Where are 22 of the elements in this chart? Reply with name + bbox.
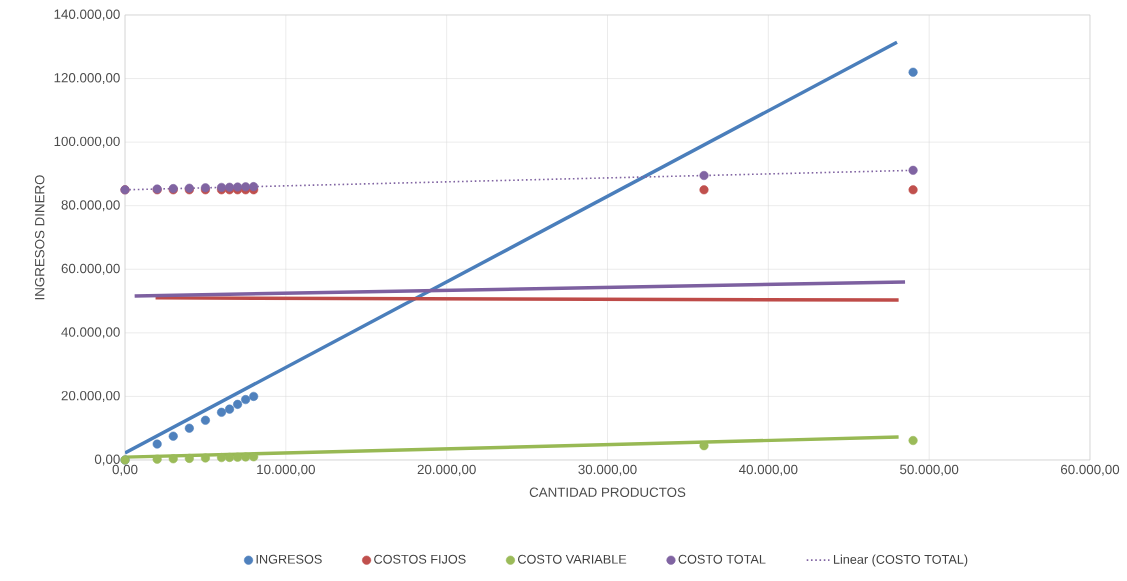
legend-label: COSTOS FIJOS [374, 554, 466, 564]
y-tick-label: 120.000,00 [54, 73, 120, 85]
x-tick-label: 50.000,00 [900, 464, 959, 476]
legend-label: Linear (COSTO TOTAL) [833, 554, 968, 567]
x-tick-label: 40.000,00 [738, 464, 798, 476]
y-tick-label: 40.000,00 [61, 327, 120, 339]
y-tick-label: 60.000,00 [61, 263, 120, 275]
legend-label: INGRESOS [256, 554, 322, 564]
y-axis-title: INGRESOS DINERO [34, 175, 45, 300]
y-tick-label: 0,00 [94, 454, 120, 466]
x-tick-label: 60.000,00 [1061, 464, 1120, 476]
y-tick-label: 20.000,00 [61, 390, 120, 402]
y-tick-label: 100.000,00 [54, 136, 120, 148]
y-tick-label: 80.000,00 [61, 200, 120, 212]
x-tick-label: 0,00 [112, 464, 138, 476]
x-axis-title: CANTIDAD PRODUCTOS [529, 487, 686, 497]
legend-label: COSTO TOTAL [678, 554, 766, 564]
y-tick-label: 140.000,00 [54, 9, 120, 21]
x-tick-label: 10.000,00 [257, 464, 315, 476]
x-tick-label: 30.000,00 [578, 464, 637, 476]
x-tick-label: 20.000,00 [417, 464, 476, 476]
legend-label: COSTO VARIABLE [518, 554, 627, 564]
